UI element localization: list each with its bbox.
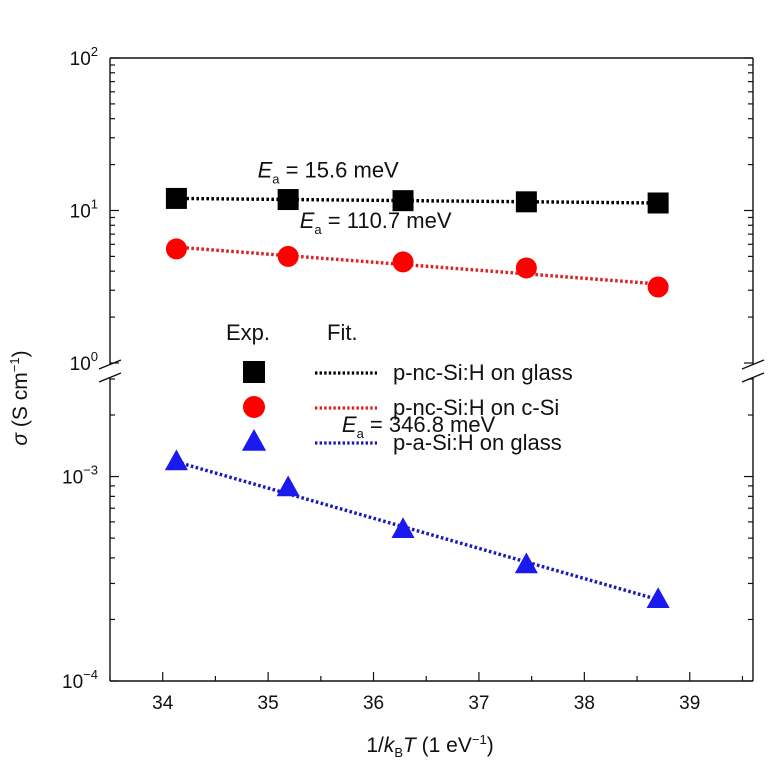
data-point-circle [392,251,414,273]
data-point-square [392,190,414,212]
legend-marker-circle [243,396,265,418]
legend-exp-header: Exp. [226,320,270,345]
axis-ticks: 34 35 36 37 38 39 102 101 100 10−3 10−4 [62,44,753,714]
y-tick-label: 100 [70,349,98,375]
legend-marker-square [243,361,265,383]
data-point-triangle [646,587,670,609]
fit-line [176,245,659,286]
legend-marker-triangle [241,429,267,451]
data-point-square [165,187,187,209]
data-point-square [647,192,669,214]
data-point-square [515,191,537,213]
data-point-triangle [391,517,415,539]
x-tick-label: 35 [258,693,279,714]
legend-label: p-nc-Si:H on c-Si [393,395,559,420]
activation-energy-label: Ea = 110.7 meV [300,208,452,237]
data-point-circle [165,238,187,260]
y-tick-label: 101 [70,197,98,223]
data-point-triangle [276,475,300,497]
legend-fit-header: Fit. [327,320,358,345]
data-point-circle [515,257,537,279]
axis-break-mark [98,359,122,370]
legend-label: p-a-Si:H on glass [393,430,562,455]
y-axis-label: σ (S cm−1) [7,350,32,445]
x-tick-label: 34 [152,693,174,714]
x-tick-label: 37 [468,693,489,714]
legend-label: p-nc-Si:H on glass [393,360,573,385]
fit-lines [175,196,659,602]
data-point-triangle [164,449,188,471]
axis-break-mark [98,372,122,383]
fit-line [175,460,659,602]
data-points [164,187,670,609]
x-tick-label: 36 [363,693,384,714]
x-axis-label: 1/kBT (1 eV−1) [366,732,493,760]
activation-energy-label: Ea = 15.6 meV [258,157,399,186]
x-tick-label: 38 [574,693,595,714]
activation-energy-label: Ea = 346.8 meV [342,412,496,441]
data-point-circle [277,245,299,267]
y-tick-label: 102 [70,44,98,70]
plot-frame [98,57,765,682]
data-point-circle [647,276,669,298]
x-tick-label: 39 [679,693,700,714]
y-tick-label: 10−4 [62,667,98,693]
data-point-triangle [514,552,538,574]
data-point-square [277,189,299,211]
y-tick-label: 10−3 [62,463,98,489]
legend: Exp. Fit. p-nc-Si:H on glass p-nc-Si:H on c… [226,320,573,455]
axis-break-mark [741,359,765,370]
fit-line [176,196,659,205]
axis-break-mark [741,372,765,383]
annotations: Ea = 15.6 meV Ea = 110.7 meV Ea = 346.8 me… [258,157,496,441]
